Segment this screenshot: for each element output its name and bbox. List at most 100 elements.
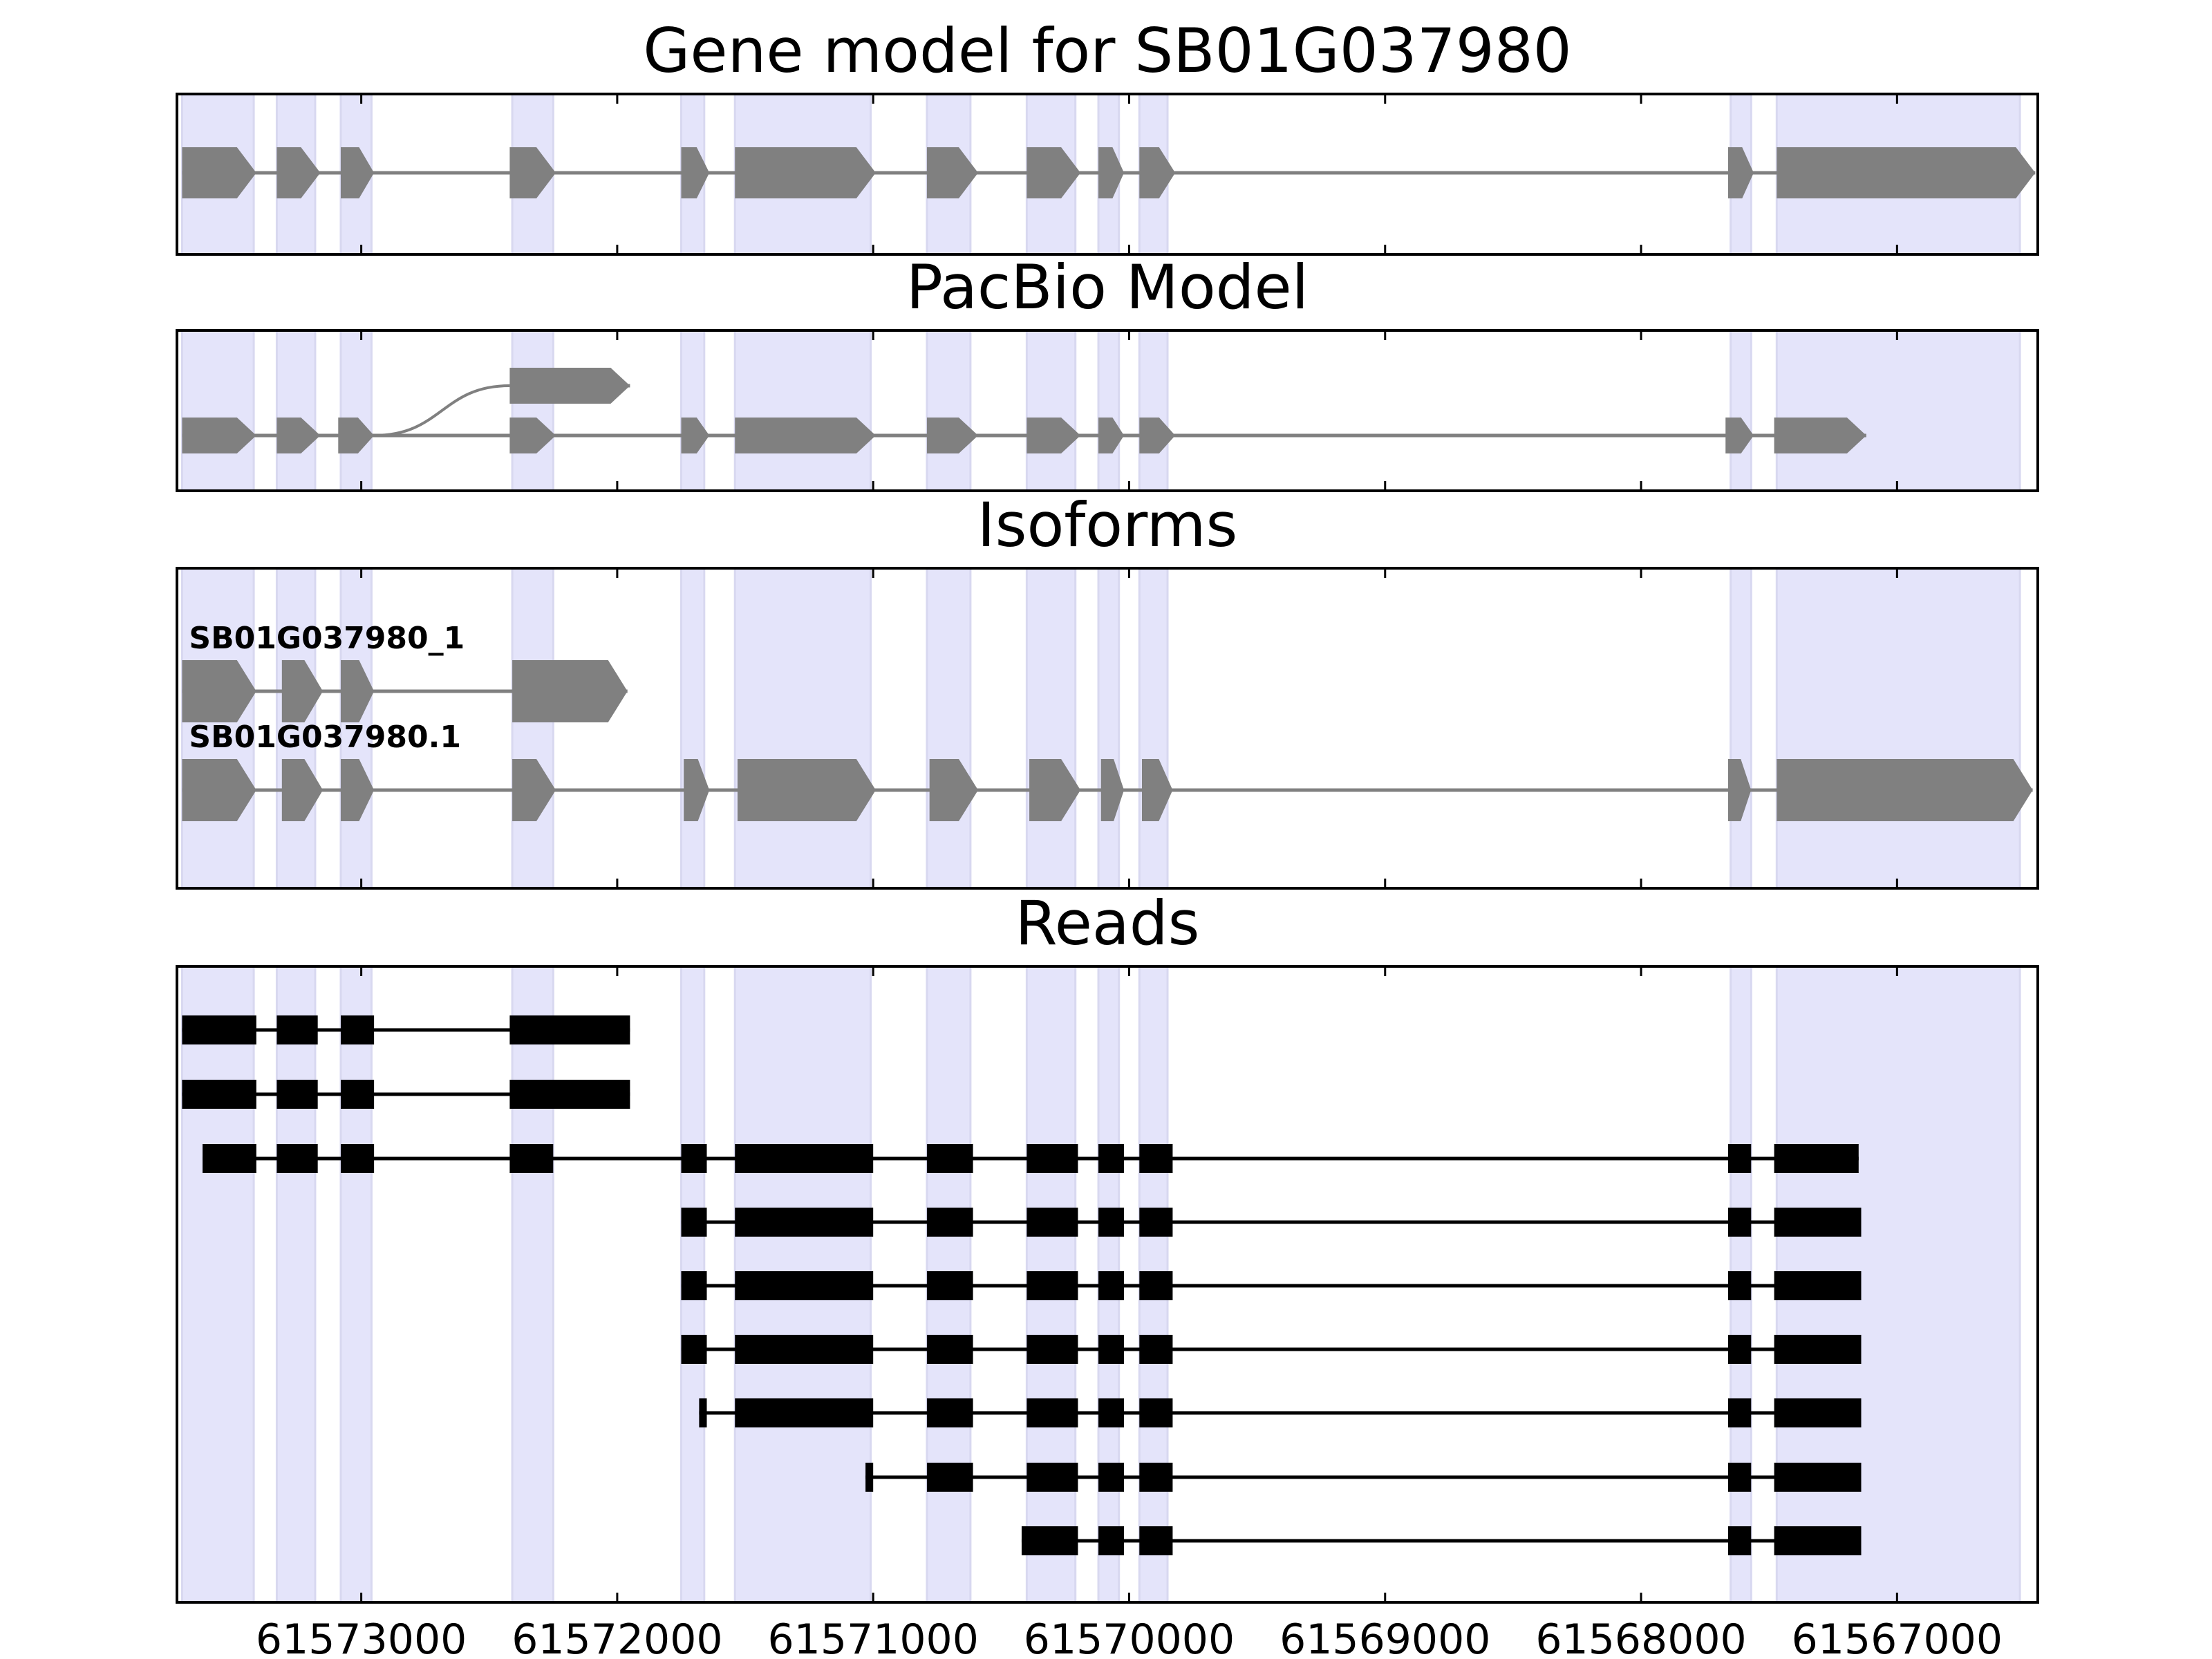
- exon-arrow: [509, 368, 630, 404]
- read-exon-block: [865, 1463, 874, 1492]
- read-exon-block: [735, 1335, 874, 1364]
- read-track: [182, 1080, 630, 1109]
- exon-arrow: [681, 147, 710, 198]
- read-exon-block: [681, 1335, 707, 1364]
- shaded-region: [679, 329, 706, 492]
- read-exon-block: [735, 1398, 874, 1427]
- read-exon-block: [1727, 1526, 1752, 1555]
- x-ticks: [360, 330, 1898, 491]
- read-exon-block: [340, 1144, 375, 1173]
- x-tick-label: 61569000: [1280, 1615, 1490, 1659]
- shaded-region: [1025, 567, 1077, 890]
- transcript-track: [509, 368, 630, 404]
- read-exon-block: [1727, 1335, 1752, 1364]
- read-exon-block: [1027, 1526, 1078, 1555]
- exon-arrow: [735, 147, 876, 198]
- x-tick-label: 61571000: [767, 1615, 978, 1659]
- shaded-region: [275, 329, 317, 492]
- exon-arrow: [1027, 147, 1081, 198]
- exon-arrow: [276, 418, 321, 453]
- exon-arrow: [512, 660, 628, 722]
- exon-arrow: [340, 660, 375, 722]
- read-exon-block: [1098, 1526, 1125, 1555]
- exon-arrow: [509, 147, 556, 198]
- read-exon-block: [1098, 1335, 1125, 1364]
- x-tick-label: 61567000: [1792, 1615, 2003, 1659]
- read-track: [865, 1463, 1862, 1492]
- read-exon-block: [926, 1271, 973, 1300]
- exon-arrow: [684, 759, 710, 821]
- read-exon-block: [681, 1208, 707, 1237]
- exon-arrow: [281, 759, 324, 821]
- panel-title: PacBio Model: [906, 252, 1309, 323]
- exon-arrow: [1777, 147, 2036, 198]
- exon-arrow: [1139, 418, 1176, 453]
- exon-arrow: [1098, 418, 1125, 453]
- transcript-track: SB01G037980_1: [182, 621, 628, 722]
- exon-arrow: [281, 660, 324, 722]
- read-exon-block: [681, 1144, 707, 1173]
- exon-arrow: [512, 759, 556, 821]
- read-track: [1021, 1526, 1862, 1555]
- shaded-region: [1097, 567, 1121, 890]
- shaded-region: [1730, 567, 1752, 890]
- panels-layer: Gene model for SB01G037980 PacBio Model Is…: [176, 15, 2039, 1604]
- exon-arrow: [182, 418, 256, 453]
- read-exon-block: [509, 1015, 630, 1044]
- read-exon-block: [1727, 1208, 1752, 1237]
- exon-arrow: [1141, 759, 1173, 821]
- shaded-region: [1138, 329, 1169, 492]
- panel-frame: [176, 329, 2039, 492]
- read-exon-block: [1027, 1398, 1078, 1427]
- transcript-track: [182, 418, 1866, 453]
- exon-arrow: [1725, 418, 1754, 453]
- exon-arrow: [926, 418, 979, 453]
- read-exon-block: [509, 1144, 554, 1173]
- read-exon-block: [1098, 1271, 1125, 1300]
- exon-arrow: [1777, 759, 2033, 821]
- exon-arrow: [338, 418, 375, 453]
- shaded-region: [1138, 567, 1169, 890]
- shaded-region: [926, 567, 972, 890]
- exon-arrow: [929, 759, 979, 821]
- shaded-region: [511, 329, 554, 492]
- read-exon-block: [1139, 1144, 1173, 1173]
- read-exon-block: [1727, 1271, 1752, 1300]
- read-exon-block: [1098, 1463, 1125, 1492]
- x-tick-label: 61572000: [512, 1615, 722, 1659]
- isoform-label: SB01G037980_1: [189, 621, 465, 656]
- exon-arrow: [735, 418, 876, 453]
- panel-4: Reads: [176, 888, 2039, 1604]
- transcript-track: SB01G037980.1: [182, 720, 2033, 821]
- shaded-region: [1775, 567, 2021, 890]
- read-track: [681, 1208, 1862, 1237]
- shaded-region: [339, 965, 373, 1604]
- read-exon-block: [1139, 1271, 1173, 1300]
- exon-arrow: [182, 759, 256, 821]
- exon-arrow: [1098, 147, 1125, 198]
- read-track: [681, 1271, 1862, 1300]
- exon-shading: [180, 567, 2021, 890]
- read-track: [182, 1015, 630, 1044]
- read-exon-block: [926, 1463, 973, 1492]
- x-ticks: [360, 568, 1898, 888]
- read-exon-block: [1774, 1144, 1859, 1173]
- panel-title: Isoforms: [977, 489, 1238, 561]
- read-exon-block: [1727, 1463, 1752, 1492]
- read-exon-block: [1139, 1463, 1173, 1492]
- transcript-track: [182, 147, 2036, 198]
- exon-arrow: [509, 418, 556, 453]
- shaded-region: [511, 965, 554, 1604]
- read-exon-block: [699, 1398, 707, 1427]
- exon-arrow: [340, 147, 375, 198]
- exon-arrow: [182, 147, 256, 198]
- exon-shading: [180, 965, 2021, 1604]
- read-exon-block: [276, 1144, 318, 1173]
- x-tick-label: 61568000: [1535, 1615, 1746, 1659]
- read-exon-block: [1027, 1271, 1078, 1300]
- panel-2: PacBio Model: [176, 252, 2039, 492]
- panel-title: Gene model for SB01G037980: [643, 15, 1572, 86]
- x-ticks: [360, 966, 1898, 1602]
- read-exon-block: [1139, 1208, 1173, 1237]
- read-exon-block: [735, 1144, 874, 1173]
